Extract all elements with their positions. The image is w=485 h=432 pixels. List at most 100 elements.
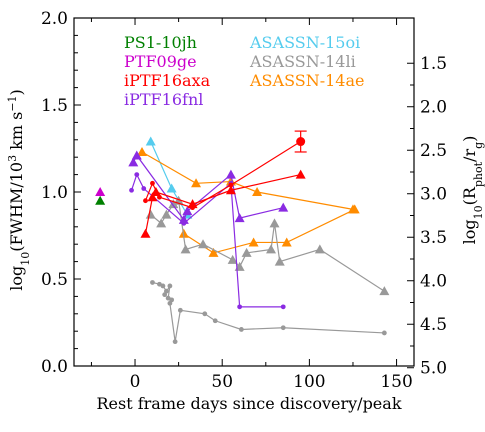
- data-point: [252, 187, 263, 196]
- x-tick-label: 100: [293, 372, 325, 392]
- data-point: [381, 330, 387, 336]
- right-axis-label: log10(Rphot/rg): [460, 136, 485, 245]
- x-tick-label: 0: [130, 372, 141, 392]
- legend-entry: ASASSN-14li: [249, 52, 356, 71]
- y-tick-label: 1.0: [41, 183, 68, 203]
- data-point: [150, 280, 155, 285]
- data-point: [172, 339, 178, 345]
- data-point: [269, 218, 280, 228]
- data-point: [137, 146, 147, 156]
- data-point: [225, 185, 236, 195]
- data-point: [150, 180, 155, 186]
- data-point: [228, 182, 234, 188]
- x-tick-label: 150: [380, 372, 412, 392]
- data-point: [156, 218, 167, 228]
- data-point: [162, 292, 168, 298]
- right-tick-label: 1.5: [420, 54, 447, 74]
- right-tick-label: 3.5: [420, 228, 447, 248]
- y-tick-label: 0.5: [41, 270, 68, 290]
- series: [95, 195, 106, 205]
- data-point: [167, 283, 173, 289]
- right-tick-label: 4.5: [420, 315, 447, 335]
- data-point: [143, 198, 148, 204]
- data-point: [140, 228, 151, 238]
- x-tick-label: 50: [211, 372, 233, 392]
- data-point: [314, 244, 325, 254]
- data-point: [131, 150, 142, 160]
- data-point: [129, 187, 134, 193]
- data-point: [190, 205, 195, 211]
- legend-entry: iPTF16axa: [124, 71, 211, 90]
- right-tick-label: 2.5: [420, 141, 447, 161]
- legend-entry: iPTF16fnl: [124, 90, 203, 109]
- data-point: [134, 172, 140, 178]
- data-point: [181, 220, 187, 226]
- data-point: [280, 325, 286, 331]
- y-axis-label: log10(FWHM/103 km s−1): [6, 89, 32, 291]
- data-point: [202, 311, 208, 317]
- data-point: [241, 247, 252, 257]
- data-point: [379, 286, 390, 296]
- data-point: [95, 187, 106, 196]
- data-point: [237, 304, 243, 310]
- right-tick-label: 4.0: [420, 272, 447, 292]
- data-point: [212, 318, 218, 324]
- series-line: [144, 174, 301, 234]
- data-point: [145, 209, 156, 219]
- data-point: [274, 256, 285, 266]
- data-point: [198, 239, 209, 249]
- data-point: [141, 186, 147, 191]
- y-tick-label: 2.0: [41, 9, 68, 29]
- legend-entry: ASASSN-14ae: [249, 71, 364, 90]
- series: [140, 169, 306, 238]
- series-line: [144, 141, 301, 209]
- right-tick-label: 5.0: [420, 359, 447, 379]
- legend-entry: ASASSN-15oi: [249, 33, 360, 52]
- data-point: [227, 254, 238, 264]
- axes: 0 50 100 150 0.0 0.5 1.0 1.5 2.0 1.5 2.0 2.5 3.0 3.5 4…: [41, 9, 447, 392]
- data-point: [161, 209, 172, 219]
- data-point: [182, 206, 193, 216]
- legend-entry: PS1-10jh: [124, 33, 197, 52]
- series: [143, 130, 307, 211]
- series-line: [183, 208, 355, 254]
- series: [137, 146, 358, 214]
- data-point: [147, 192, 158, 202]
- data-point: [248, 237, 259, 247]
- data-point: [180, 244, 191, 254]
- data-point: [157, 194, 162, 200]
- data-point: [177, 307, 183, 313]
- y-tick-label: 0.0: [41, 357, 68, 377]
- data-point: [266, 244, 277, 254]
- data-point: [349, 204, 360, 214]
- x-axis-label: Rest frame days since discovery/peak: [96, 394, 401, 413]
- right-tick-label: 3.0: [420, 185, 447, 205]
- data-point: [145, 136, 156, 146]
- data-point: [278, 202, 289, 212]
- data-point: [234, 213, 245, 223]
- data-point: [296, 137, 306, 147]
- data-point: [295, 169, 306, 179]
- plot-area: [95, 130, 390, 345]
- data-point: [167, 300, 173, 306]
- series-line: [152, 281, 385, 342]
- data-point: [168, 199, 179, 209]
- data-point: [281, 237, 292, 247]
- data-point: [208, 247, 219, 257]
- series: [129, 172, 286, 310]
- data-point: [191, 178, 202, 188]
- series: [150, 280, 387, 345]
- right-tick-label: 2.0: [420, 98, 447, 118]
- data-point: [166, 183, 177, 193]
- data-point: [95, 195, 106, 205]
- data-point: [280, 304, 286, 310]
- data-point: [225, 169, 236, 179]
- data-point: [128, 157, 139, 167]
- legend-entry: PTF09ge: [124, 52, 197, 71]
- data-point: [238, 327, 244, 332]
- series: [95, 187, 106, 196]
- data-point: [160, 283, 166, 289]
- y-tick-label: 1.5: [41, 96, 68, 116]
